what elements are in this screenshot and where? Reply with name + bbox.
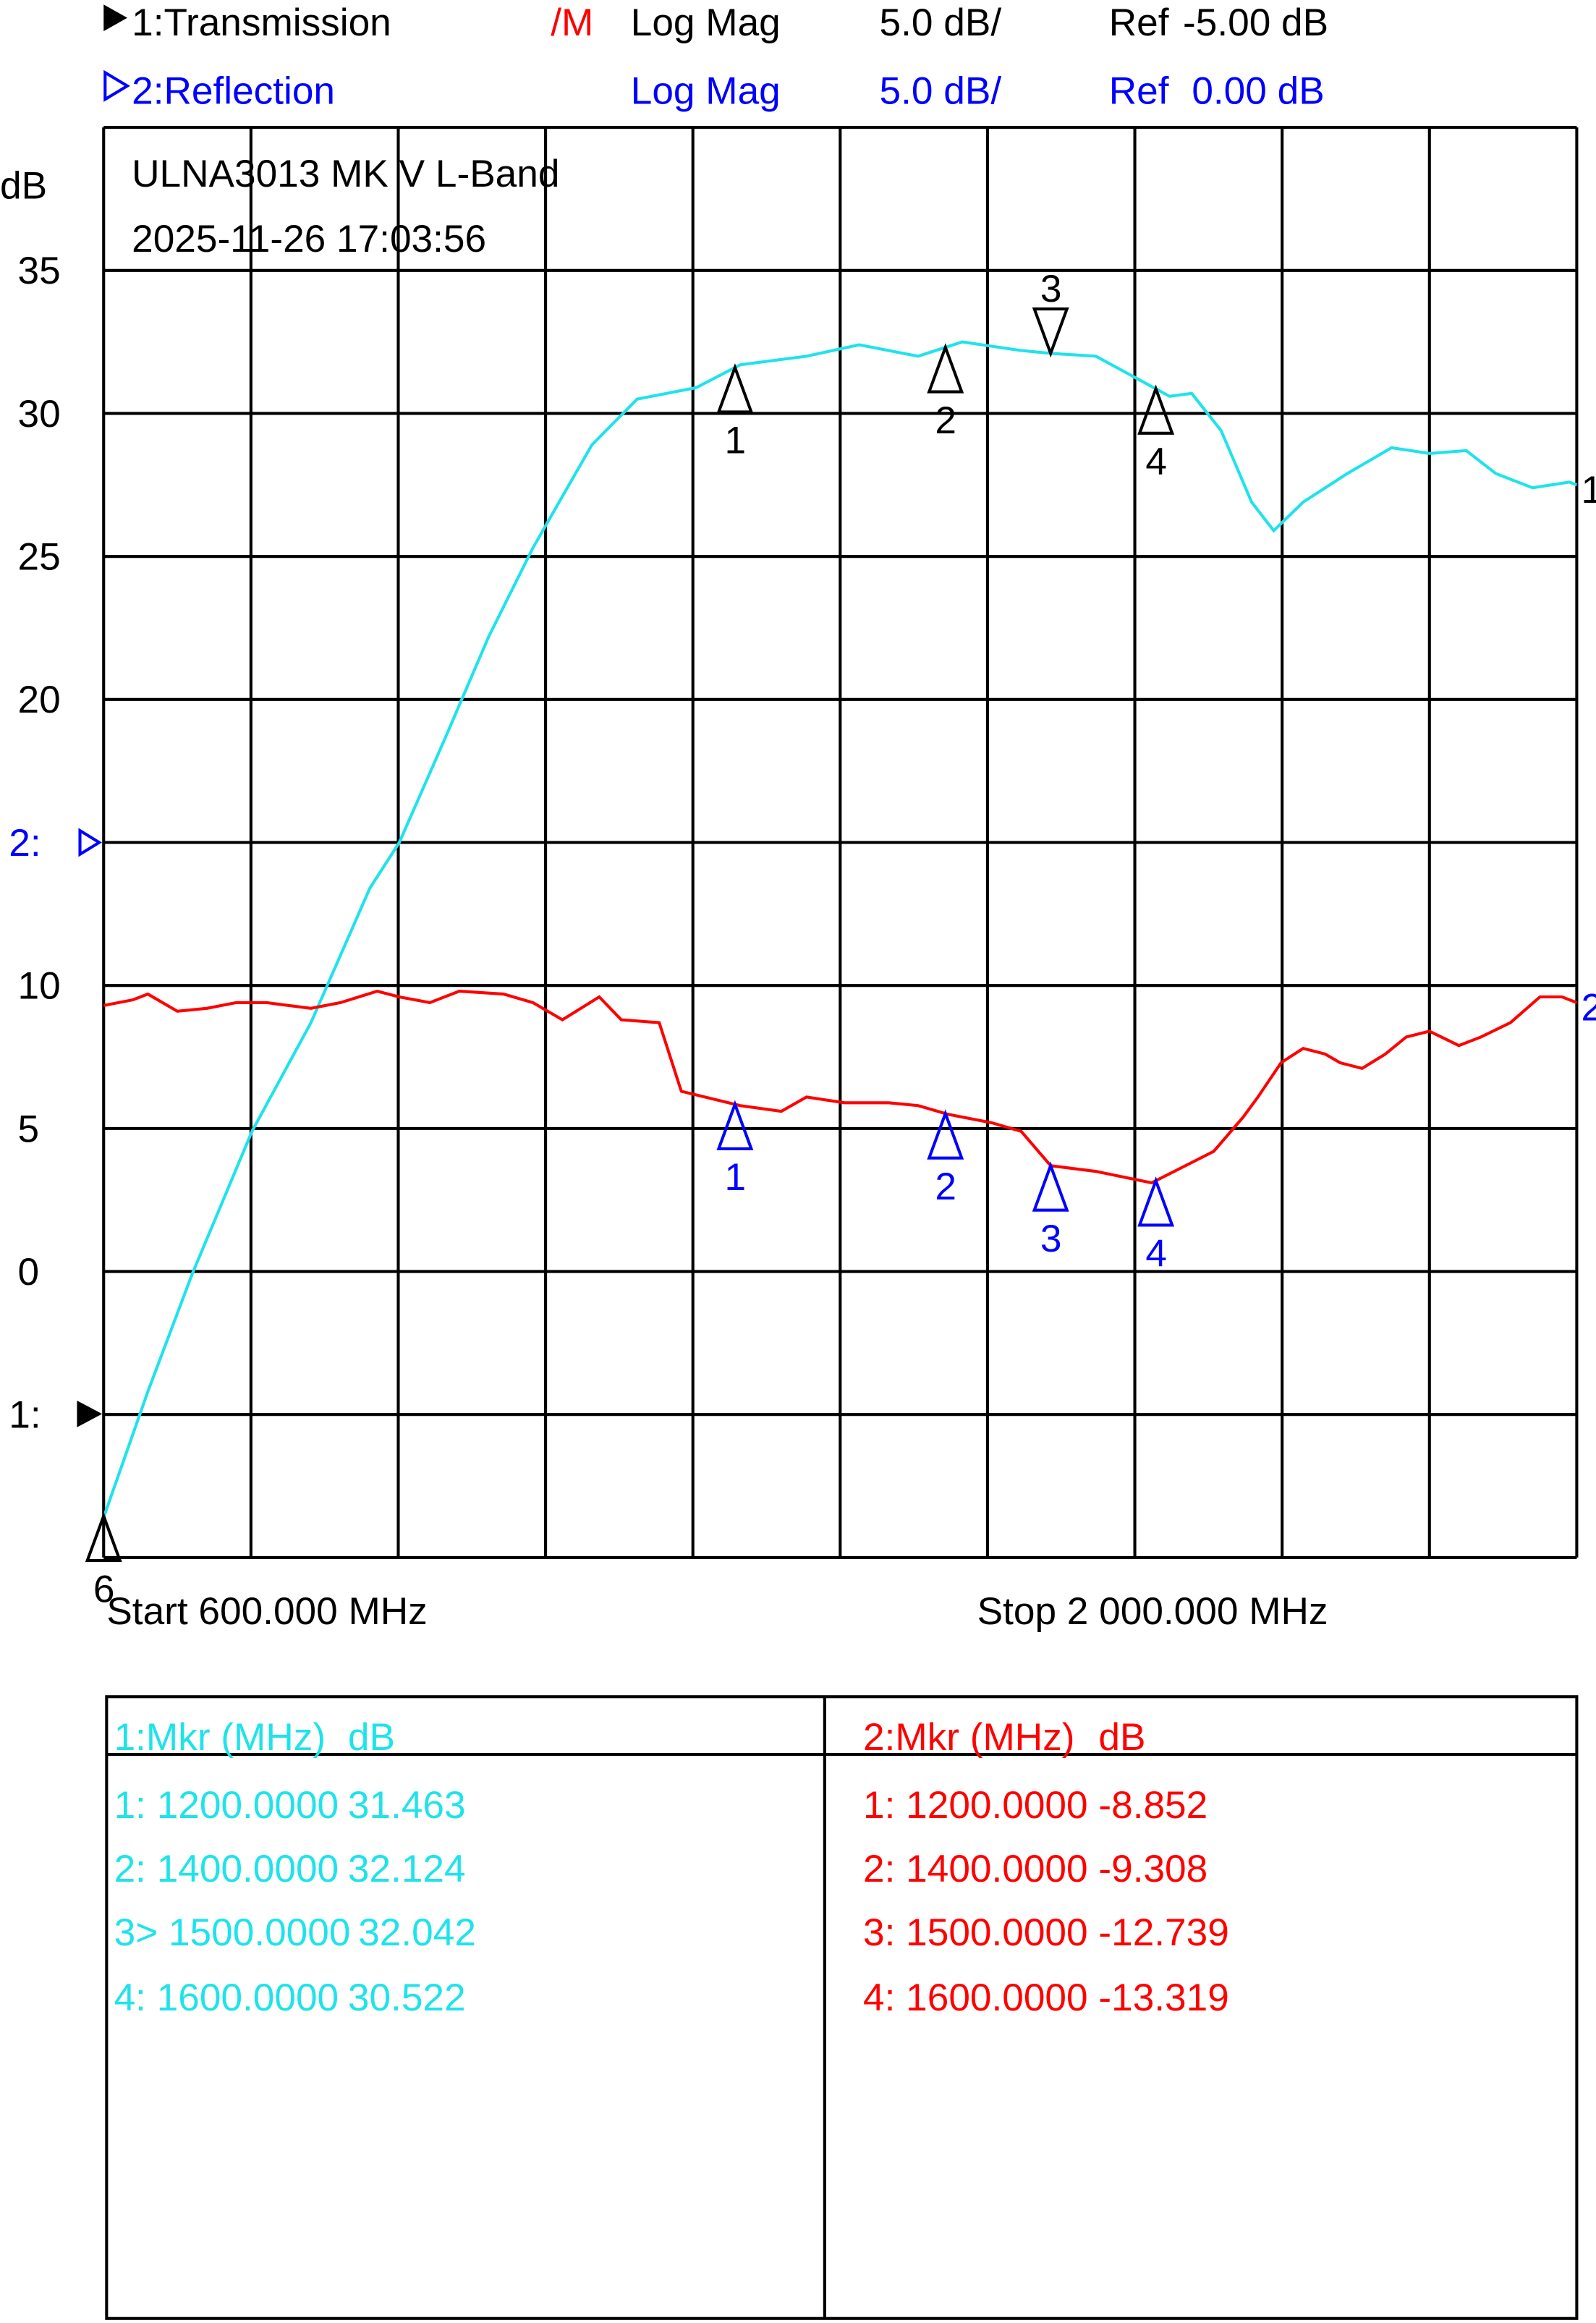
marker-row-freq: 1: 1200.0000: [114, 1784, 339, 1827]
marker-row-freq: 1: 1200.0000: [863, 1784, 1088, 1827]
marker-4-label: 4: [1145, 441, 1167, 483]
trace1-label[interactable]: 1:Transmission: [132, 1, 391, 44]
marker-1-label: 1: [725, 420, 747, 462]
trace1-ref[interactable]: -5.00 dB: [1183, 1, 1328, 44]
y-tick-label: 1:: [9, 1394, 41, 1437]
trace-end-label: 1: [1582, 469, 1596, 511]
trace1-unit-header: dB: [348, 1716, 395, 1759]
marker-row-freq: 4: 1600.0000: [863, 1976, 1088, 2019]
y-tick-label: 35: [18, 250, 61, 292]
chart-timestamp: 2025-11-26 17:03:56: [132, 218, 486, 260]
traces: 12: [102, 340, 1596, 1519]
marker-1-triangle-icon: [716, 1100, 754, 1150]
trace1-flag: /M: [551, 1, 593, 44]
trace1-format[interactable]: Log Mag: [631, 1, 781, 44]
marker-row-value: 30.522: [348, 1976, 466, 2019]
stop-frequency-label: Stop 2 000.000 MHz: [977, 1590, 1328, 1633]
y-unit-label: dB: [0, 164, 47, 207]
trace2-scale[interactable]: 5.0 dB/: [880, 69, 1002, 112]
trace1-marker-header: 1:Mkr (MHz): [114, 1716, 326, 1759]
marker-row-freq: 3: 1500.0000: [863, 1911, 1088, 1954]
marker-row-value: -13.319: [1098, 1976, 1228, 2019]
marker-row-value: 31.463: [348, 1784, 466, 1827]
marker-3-triangle-icon: [1032, 1161, 1069, 1212]
marker-row-value: 32.124: [348, 1848, 466, 1890]
y-tick-label: 5: [18, 1108, 40, 1150]
chart-title: ULNA3013 MK V L-Band: [132, 153, 559, 195]
marker-1-triangle-icon: [716, 363, 754, 414]
marker-6-triangle-icon: [85, 1511, 122, 1563]
start-frequency-label: Start 600.000 MHz: [106, 1590, 427, 1633]
marker-3-label: 3: [1040, 1218, 1062, 1260]
marker-2-label: 2: [935, 399, 956, 442]
y-tick-label: 0: [18, 1251, 40, 1294]
markers: 1 2 3 4 1 2 3 4 6: [85, 268, 1175, 1610]
trace-1-line: [102, 340, 1578, 1519]
trace-2-line: [103, 989, 1578, 1185]
y-tick-labels: 35 30 25 20 2: 10 5 0 1:: [9, 250, 60, 1436]
trace2-unit-header: dB: [1098, 1716, 1145, 1759]
marker-4-label: 4: [1145, 1233, 1167, 1275]
trace2-ref-label: Ref: [1109, 69, 1169, 112]
trace1-ref-pointer-icon: [77, 1400, 103, 1427]
marker-row-freq: 3> 1500.0000: [114, 1911, 351, 1954]
trace2-label[interactable]: 2:Reflection: [132, 69, 335, 112]
marker-4-triangle-icon: [1137, 1176, 1175, 1227]
trace-end-label: 2: [1582, 986, 1596, 1029]
marker-6-label: 6: [93, 1568, 115, 1610]
y-tick-label: 30: [18, 393, 61, 436]
marker-row-freq: 2: 1400.0000: [863, 1848, 1088, 1890]
y-tick-label: 10: [18, 965, 61, 1008]
marker-row-value: 32.042: [358, 1911, 476, 1954]
marker-2-triangle-icon: [927, 343, 964, 394]
marker-3-triangle-icon: [1032, 307, 1069, 358]
marker-row-value: -9.308: [1098, 1848, 1207, 1890]
marker-2-label: 2: [935, 1165, 956, 1208]
y-tick-label: 25: [18, 536, 61, 579]
trace1-scale[interactable]: 5.0 dB/: [880, 1, 1002, 44]
marker-row-value: -8.852: [1098, 1784, 1207, 1827]
marker-4-triangle-icon: [1137, 384, 1175, 435]
plot-grid: [102, 126, 1579, 1559]
trace1-active-indicator-icon: [103, 4, 127, 32]
marker-3-label: 3: [1040, 268, 1062, 310]
trace2-marker-header: 2:Mkr (MHz): [863, 1716, 1074, 1759]
marker-row-freq: 4: 1600.0000: [114, 1976, 339, 2019]
marker-row-freq: 2: 1400.0000: [114, 1848, 339, 1890]
trace2-indicator-icon: [103, 69, 130, 102]
marker-2-triangle-icon: [927, 1109, 964, 1160]
trace1-ref-label: Ref: [1109, 1, 1169, 44]
trace2-ref-pointer-icon: [78, 828, 103, 857]
trace2-ref[interactable]: 0.00 dB: [1192, 69, 1324, 112]
marker-row-value: -12.739: [1098, 1911, 1228, 1954]
y-tick-label: 20: [18, 679, 61, 721]
marker-1-label: 1: [725, 1156, 747, 1199]
trace2-format[interactable]: Log Mag: [631, 69, 781, 112]
y-tick-label: 2:: [9, 822, 41, 865]
marker-table: 1:Mkr (MHz) dB 2:Mkr (MHz) dB 1: 1200.00…: [105, 1695, 1579, 2320]
